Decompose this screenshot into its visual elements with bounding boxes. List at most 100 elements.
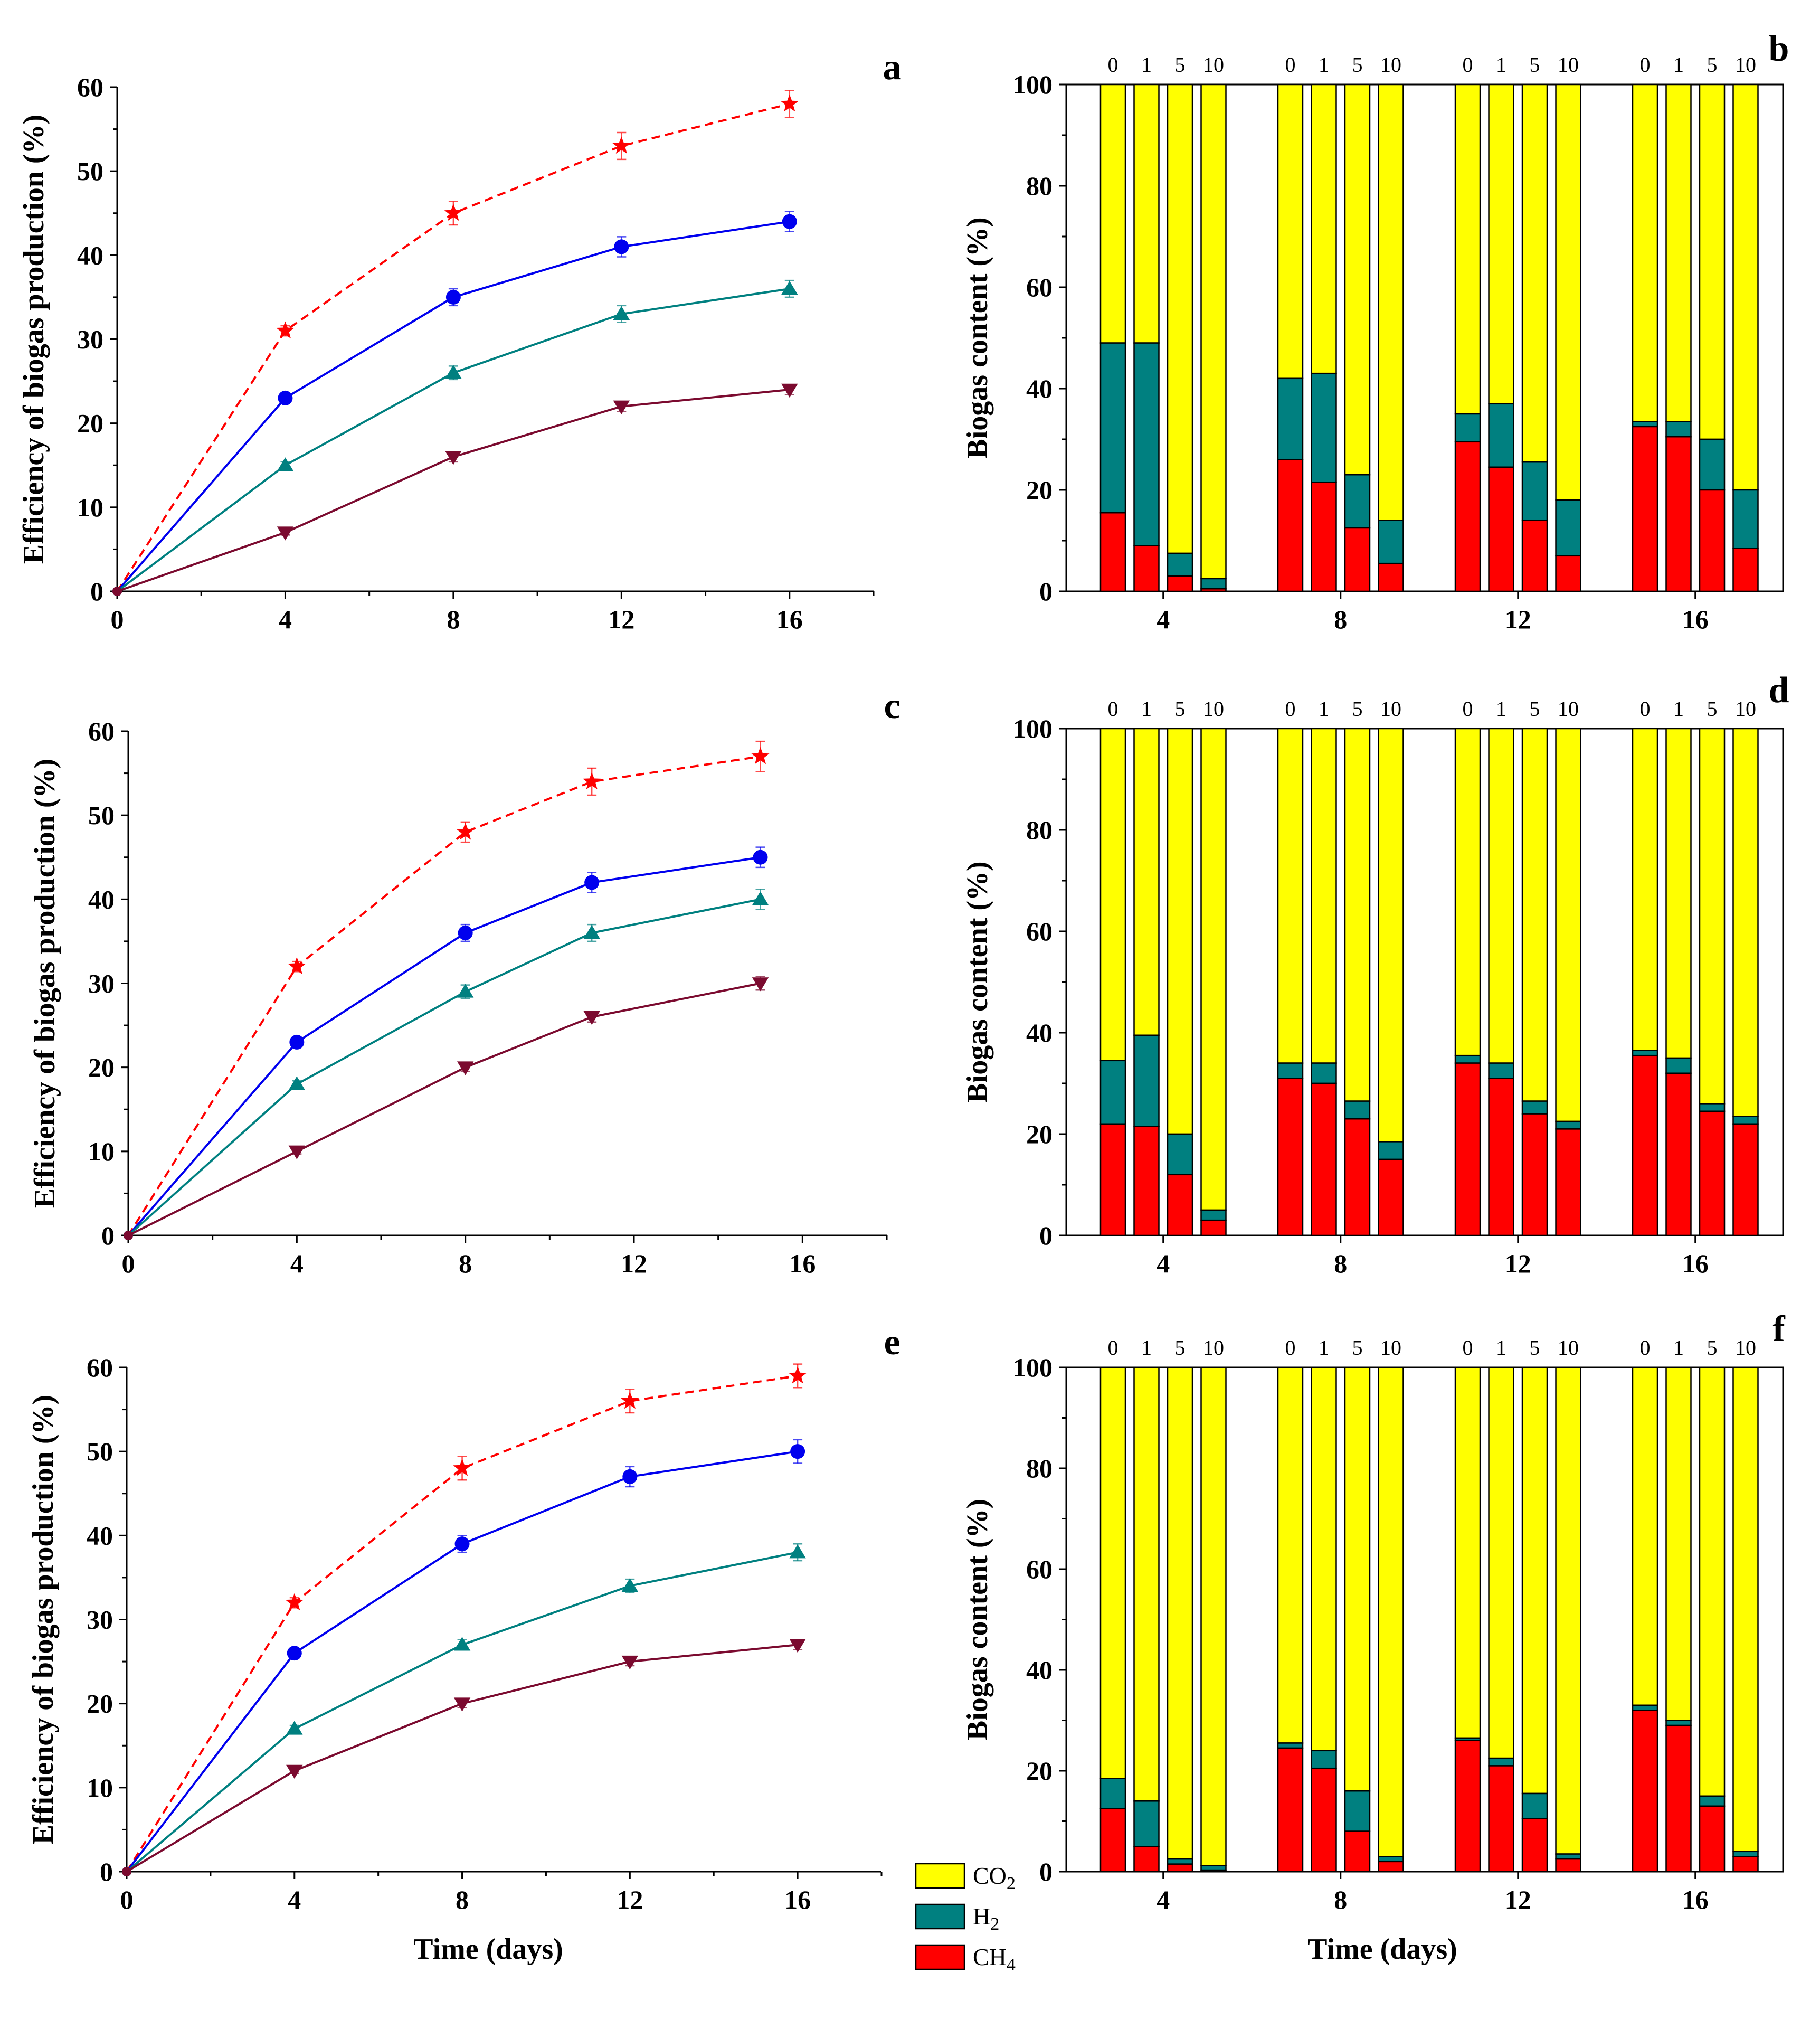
- stacked-bar: [1133, 1366, 1160, 1873]
- stacked-bar: [1732, 83, 1759, 592]
- data-point: [288, 1145, 306, 1159]
- group-label: 1: [1496, 1336, 1506, 1360]
- bar-segment-ch4: [1277, 459, 1304, 592]
- data-point: [453, 1697, 471, 1712]
- bar-segment-h2: [1378, 1141, 1404, 1160]
- group-label: 0: [1640, 1336, 1651, 1360]
- group-label: 10: [1203, 1336, 1224, 1360]
- data-point: [613, 400, 630, 414]
- legend-item-ch4: CH4: [915, 1943, 1016, 1975]
- legend-label-ch4: CH4: [973, 1943, 1016, 1975]
- bar-segment-h2: [1665, 1720, 1692, 1726]
- y-tick-label: 0: [90, 577, 103, 606]
- bar-segment-ch4: [1099, 512, 1126, 592]
- group-label: 1: [1673, 697, 1684, 721]
- data-point: [286, 1764, 303, 1779]
- bar-segment-ch4: [1699, 1110, 1726, 1236]
- bar-segment-h2: [1732, 1116, 1759, 1125]
- stacked-bar: [1378, 728, 1404, 1236]
- legend-swatch-co2: [915, 1863, 965, 1889]
- bar-segment-h2: [1167, 1858, 1193, 1865]
- data-point: [781, 281, 798, 295]
- x-tick-label: 4: [1157, 1249, 1170, 1278]
- bar-segment-co2: [1200, 1366, 1227, 1866]
- y-tick-label: 60: [88, 716, 115, 746]
- bar-segment-h2: [1632, 1050, 1658, 1056]
- bar-segment-ch4: [1632, 1054, 1658, 1236]
- group-label: 0: [1108, 53, 1118, 77]
- stacked-bar: [1344, 1366, 1371, 1873]
- bar-segment-co2: [1344, 1366, 1371, 1792]
- group-label: 1: [1141, 1336, 1152, 1360]
- bar-segment-co2: [1665, 728, 1692, 1059]
- stacked-bar: [1200, 728, 1227, 1236]
- bar-segment-h2: [1699, 438, 1726, 491]
- bar-segment-ch4: [1732, 1123, 1759, 1236]
- series-teal: [124, 888, 769, 1240]
- group-label: 1: [1496, 53, 1506, 77]
- bar-segment-co2: [1454, 1366, 1481, 1739]
- stacked-bar: [1378, 83, 1404, 592]
- bar-segment-co2: [1632, 1366, 1658, 1706]
- x-tick-label: 12: [1505, 1885, 1531, 1914]
- data-point: [453, 1637, 471, 1651]
- bar-segment-h2: [1521, 461, 1548, 521]
- x-tick-label: 16: [1682, 605, 1709, 634]
- bar-segment-ch4: [1277, 1078, 1304, 1236]
- bar-segment-ch4: [1099, 1123, 1126, 1236]
- bar-segment-co2: [1454, 83, 1481, 415]
- group-label: 5: [1707, 53, 1718, 77]
- data-point: [751, 747, 770, 764]
- data-point: [622, 1469, 638, 1484]
- bar-segment-co2: [1378, 1366, 1404, 1857]
- stacked-bar: [1521, 1366, 1548, 1873]
- bar-segment-h2: [1099, 342, 1126, 514]
- stacked-bar: [1167, 728, 1193, 1236]
- data-point: [445, 451, 462, 465]
- data-point: [286, 1721, 303, 1735]
- group-label: 1: [1496, 697, 1506, 721]
- data-point: [112, 587, 122, 596]
- y-tick-label: 100: [1013, 714, 1053, 743]
- x-tick-label: 12: [621, 1249, 647, 1278]
- legend-item-h2: H2: [915, 1903, 999, 1934]
- bar-segment-ch4: [1378, 1861, 1404, 1873]
- bar-segment-h2: [1344, 1100, 1371, 1120]
- data-point: [445, 365, 462, 379]
- stacked-bar: [1277, 83, 1304, 592]
- bar-segment-ch4: [1732, 548, 1759, 592]
- data-point: [584, 875, 600, 890]
- series-line: [127, 898, 761, 1236]
- stacked-bar: [1488, 83, 1514, 592]
- bar-segment-co2: [1133, 83, 1160, 344]
- y-tick-label: 40: [77, 240, 103, 270]
- bar-segment-co2: [1555, 1366, 1581, 1855]
- series-line: [126, 1551, 798, 1873]
- y-tick-label: 20: [1026, 1756, 1053, 1786]
- stacked-bar: [1699, 83, 1726, 592]
- bar-segment-co2: [1732, 83, 1759, 491]
- group-label: 10: [1380, 1336, 1401, 1360]
- bar-segment-h2: [1167, 552, 1193, 577]
- bar-segment-ch4: [1200, 1869, 1227, 1873]
- x-tick-label: 0: [111, 605, 124, 634]
- legend-item-co2: CO2: [915, 1862, 1016, 1893]
- y-tick-label: 0: [101, 1221, 115, 1250]
- bar-segment-h2: [1521, 1792, 1548, 1819]
- bar-segment-h2: [1277, 1742, 1304, 1749]
- bar-segment-ch4: [1344, 527, 1371, 592]
- series-teal: [122, 1543, 806, 1876]
- group-label: 1: [1673, 53, 1684, 77]
- bar-segment-h2: [1454, 1054, 1481, 1064]
- y-tick-label: 0: [100, 1857, 113, 1886]
- bar-segment-h2: [1133, 1034, 1160, 1127]
- series-red: [112, 90, 799, 596]
- group-label: 10: [1735, 1336, 1756, 1360]
- bar-segment-ch4: [1200, 1219, 1227, 1236]
- bar-segment-ch4: [1521, 1818, 1548, 1873]
- data-point: [752, 977, 769, 992]
- stacked-bar: [1167, 1366, 1193, 1873]
- group-label: 10: [1558, 697, 1579, 721]
- y-tick-label: 60: [1026, 1554, 1053, 1584]
